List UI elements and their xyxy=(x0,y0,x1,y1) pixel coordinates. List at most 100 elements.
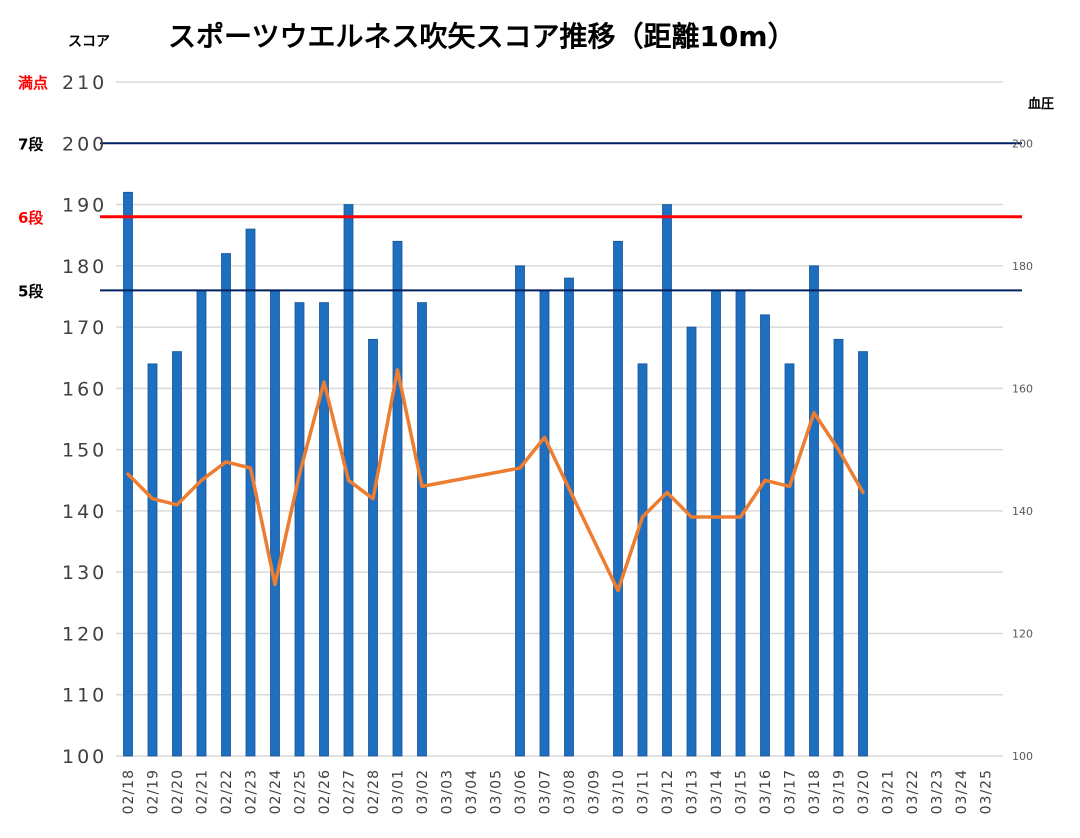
reference-labels: 満点 7段 6段 5段 xyxy=(18,74,48,300)
x-tick-label: 03/03 xyxy=(440,769,456,814)
x-tick-label: 03/09 xyxy=(587,769,603,814)
line-point xyxy=(151,497,154,501)
line-point xyxy=(126,472,130,476)
y-tick-label: 100 xyxy=(62,746,107,768)
x-tick-label: 02/21 xyxy=(195,769,211,814)
y2-tick-label: 140 xyxy=(1012,505,1033,518)
bar xyxy=(172,351,182,757)
x-tick-label: 03/24 xyxy=(954,769,970,814)
bar xyxy=(368,338,378,757)
line-point xyxy=(420,484,424,488)
line-point xyxy=(616,589,620,593)
x-tick-label: 02/19 xyxy=(146,769,162,814)
y2-tick-label: 160 xyxy=(1012,382,1033,395)
y-tick-label: 200 xyxy=(62,133,107,155)
x-tick-label: 02/18 xyxy=(121,769,137,814)
x-tick-label: 02/23 xyxy=(244,769,260,814)
line-point xyxy=(322,380,326,384)
x-tick-label: 02/26 xyxy=(317,769,333,814)
y2-tick-label: 180 xyxy=(1012,260,1033,273)
x-tick-label: 02/28 xyxy=(366,769,382,814)
line-point xyxy=(249,466,252,470)
bar xyxy=(686,326,697,757)
line-point xyxy=(690,515,693,519)
bar xyxy=(147,363,158,757)
line-point xyxy=(298,472,301,476)
x-tick-label: 03/17 xyxy=(783,769,799,814)
reference-label: 満点 xyxy=(18,74,48,92)
line-point xyxy=(396,368,399,372)
y-tick-label: 170 xyxy=(62,317,107,339)
bar xyxy=(735,289,746,757)
bar xyxy=(270,289,280,757)
x-tick-label: 03/23 xyxy=(930,769,946,814)
line-point xyxy=(788,484,791,488)
x-tick-label: 03/15 xyxy=(734,769,750,814)
x-tick-label: 03/08 xyxy=(562,769,578,814)
x-tick-label: 03/11 xyxy=(636,769,652,814)
x-tick-label: 03/02 xyxy=(415,769,431,814)
line-point xyxy=(665,491,669,495)
y2-axis-title: 血圧 xyxy=(1028,96,1054,112)
y2-tick-label: 120 xyxy=(1012,627,1033,640)
x-tick-label: 03/10 xyxy=(611,769,627,814)
x-tick-label: 03/01 xyxy=(391,769,407,814)
bar xyxy=(809,265,819,757)
line-point xyxy=(175,503,179,507)
bar xyxy=(833,338,844,757)
x-tick-label: 03/04 xyxy=(464,769,480,814)
y2-tick-label: 200 xyxy=(1012,137,1033,150)
line-point xyxy=(861,491,865,495)
x-tick-label: 03/07 xyxy=(538,769,554,814)
x-tick-label: 03/22 xyxy=(905,769,921,814)
line-point xyxy=(371,497,375,501)
x-tick-label: 03/19 xyxy=(832,769,848,814)
y-tick-label: 130 xyxy=(62,562,107,584)
bar xyxy=(196,289,207,757)
x-tick-label: 02/22 xyxy=(219,769,235,814)
reference-label: 6段 xyxy=(18,209,43,227)
bar xyxy=(319,302,329,757)
x-tick-label: 02/25 xyxy=(293,769,309,814)
line-point xyxy=(224,460,228,464)
x-tick-label: 02/20 xyxy=(170,769,186,814)
line-series xyxy=(126,368,865,593)
line-point xyxy=(714,515,718,519)
x-tick-label: 02/27 xyxy=(342,769,358,814)
line-point xyxy=(763,478,767,482)
x-tick-label: 03/13 xyxy=(685,769,701,814)
bar xyxy=(858,351,868,757)
x-tick-label: 03/20 xyxy=(856,769,872,814)
bar xyxy=(221,253,231,757)
bar xyxy=(417,302,427,757)
line-point xyxy=(543,435,546,439)
y-tick-label: 110 xyxy=(62,685,107,707)
y-tick-label: 210 xyxy=(62,72,107,94)
line-point xyxy=(739,515,742,519)
reference-label: 5段 xyxy=(18,282,43,300)
line-point xyxy=(200,478,203,482)
line-point xyxy=(837,448,840,452)
line-point xyxy=(641,515,644,519)
bar xyxy=(294,302,305,757)
bar xyxy=(760,314,770,757)
bar xyxy=(784,363,795,757)
y-axis-title: スコア xyxy=(68,34,110,50)
x-tick-label: 03/25 xyxy=(979,769,995,814)
x-tick-label: 03/12 xyxy=(660,769,676,814)
chart-title: スポーツウエルネス吹矢スコア推移（距離10m） xyxy=(168,20,796,53)
y-tick-label: 190 xyxy=(62,195,107,217)
bar xyxy=(539,289,550,757)
y2-tick-label: 100 xyxy=(1012,750,1033,763)
reference-lines xyxy=(100,142,1022,292)
x-tick-label: 03/21 xyxy=(881,769,897,814)
bar xyxy=(245,228,256,757)
x-tick-label: 03/06 xyxy=(513,769,529,814)
bar xyxy=(392,240,403,757)
y-axis-ticks: 100 110 120 130 140 150 160 170 180 190 200 210 xyxy=(62,72,107,768)
bar xyxy=(613,240,623,757)
x-tick-label: 03/18 xyxy=(807,769,823,814)
bar xyxy=(637,363,648,757)
